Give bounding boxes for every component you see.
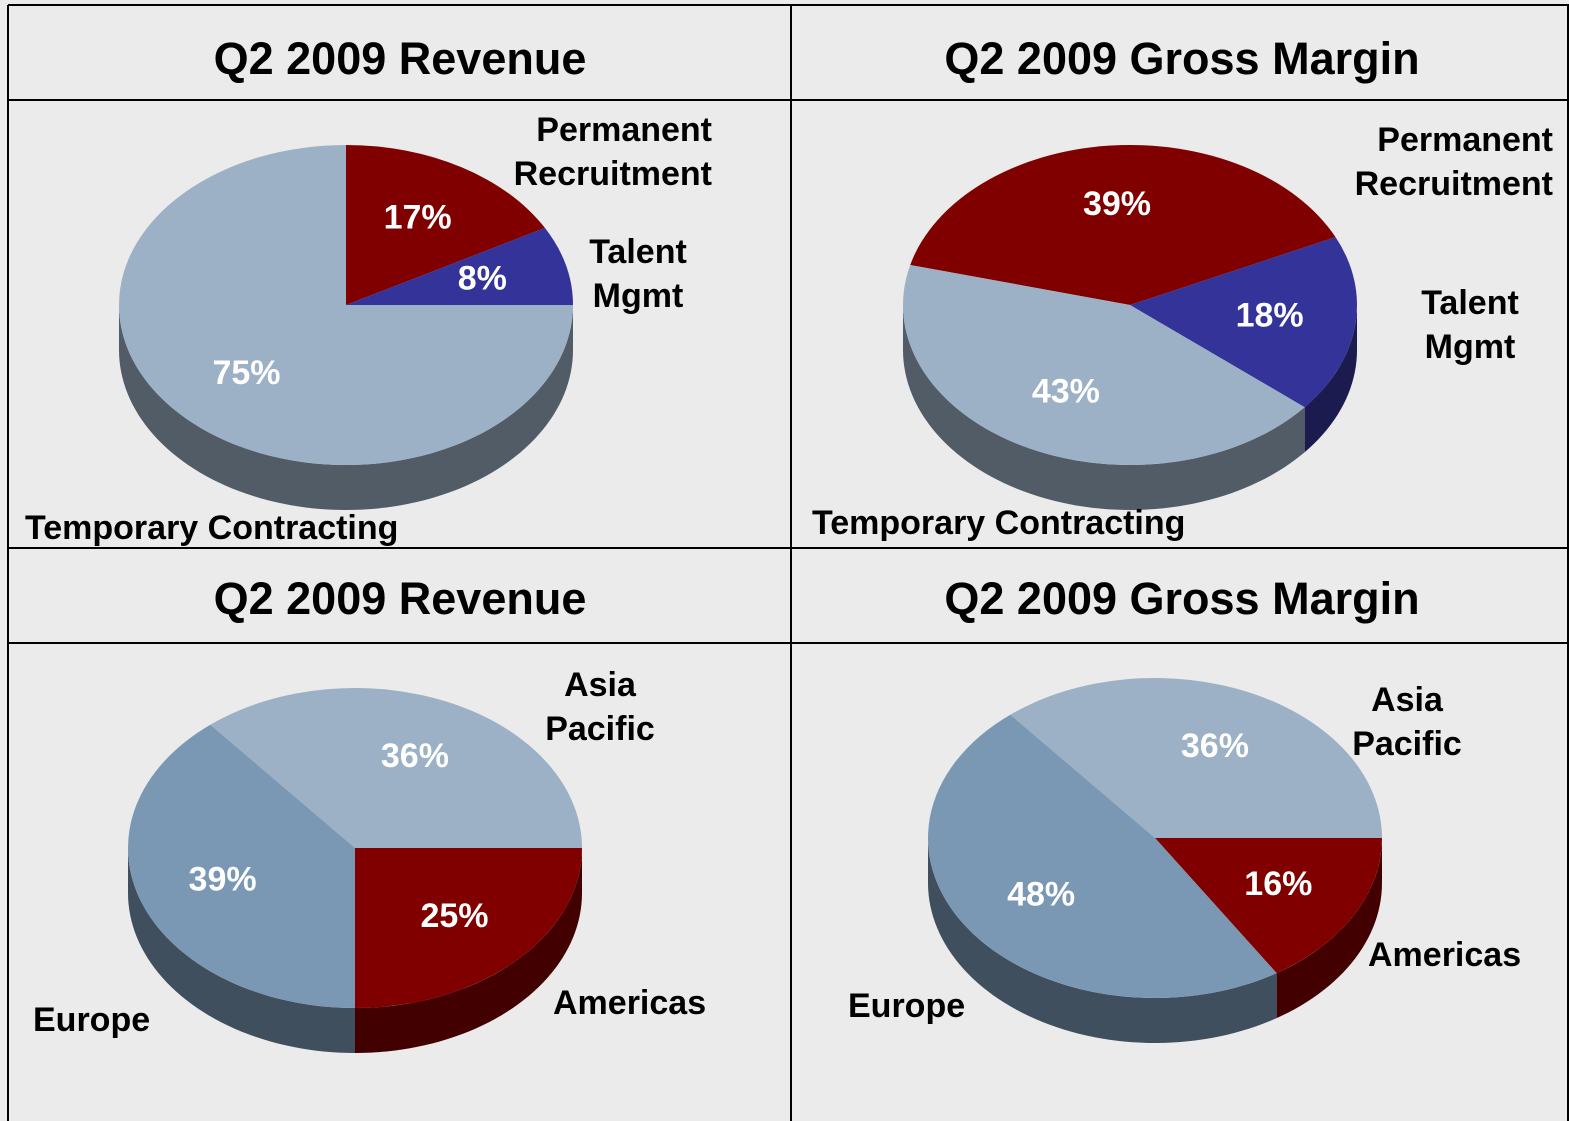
pie-slice [1010, 678, 1382, 838]
category-label: Temporary Contracting [25, 509, 399, 547]
chart-title: Q2 2009 Gross Margin [944, 33, 1419, 84]
category-label: Europe [848, 987, 966, 1025]
chart-title: Q2 2009 Gross Margin [944, 573, 1419, 624]
category-label: Talent Mgmt [589, 233, 687, 315]
pie-slice [928, 714, 1277, 998]
chart-title: Q2 2009 Revenue [214, 573, 587, 624]
category-label: Americas [553, 984, 707, 1022]
value-label: 16% [1244, 865, 1312, 903]
value-label: 36% [1181, 727, 1249, 765]
category-label: Permanent Recruitment [1354, 121, 1553, 203]
pie-side [928, 838, 1277, 1043]
pie-slice [355, 848, 582, 1008]
pie-side [119, 305, 573, 510]
value-label: 17% [384, 199, 452, 237]
value-label: 43% [1032, 372, 1100, 410]
pie-slice [346, 145, 545, 305]
pie-slice [119, 145, 573, 465]
category-label: Americas [1368, 936, 1522, 974]
category-label: Asia Pacific [545, 666, 655, 748]
category-label: Talent Mgmt [1421, 284, 1519, 366]
category-label: Europe [33, 1001, 151, 1039]
category-label: Asia Pacific [1352, 681, 1462, 763]
pie-side [355, 848, 582, 1053]
pie-slice [1130, 237, 1357, 408]
value-label: 25% [420, 897, 488, 935]
value-label: 39% [1083, 185, 1151, 223]
pie-side [128, 848, 355, 1053]
pie-slice [910, 145, 1336, 305]
pie-slice [210, 688, 582, 848]
value-label: 18% [1236, 297, 1304, 335]
category-label: Permanent Recruitment [513, 111, 712, 193]
value-label: 36% [381, 737, 449, 775]
value-label: 75% [212, 354, 280, 392]
value-label: 48% [1007, 875, 1075, 913]
value-label: 39% [189, 861, 257, 899]
pie-side [903, 305, 1305, 510]
pie-side [1304, 305, 1357, 453]
pie-slice [1155, 838, 1382, 974]
pie-side [1276, 838, 1382, 1019]
category-label: Temporary Contracting [812, 504, 1186, 542]
pie-slice [903, 264, 1305, 465]
chart-title: Q2 2009 Revenue [214, 33, 587, 84]
pie-slice [346, 227, 573, 305]
pie-slice [128, 724, 355, 1008]
value-label: 8% [458, 259, 507, 297]
